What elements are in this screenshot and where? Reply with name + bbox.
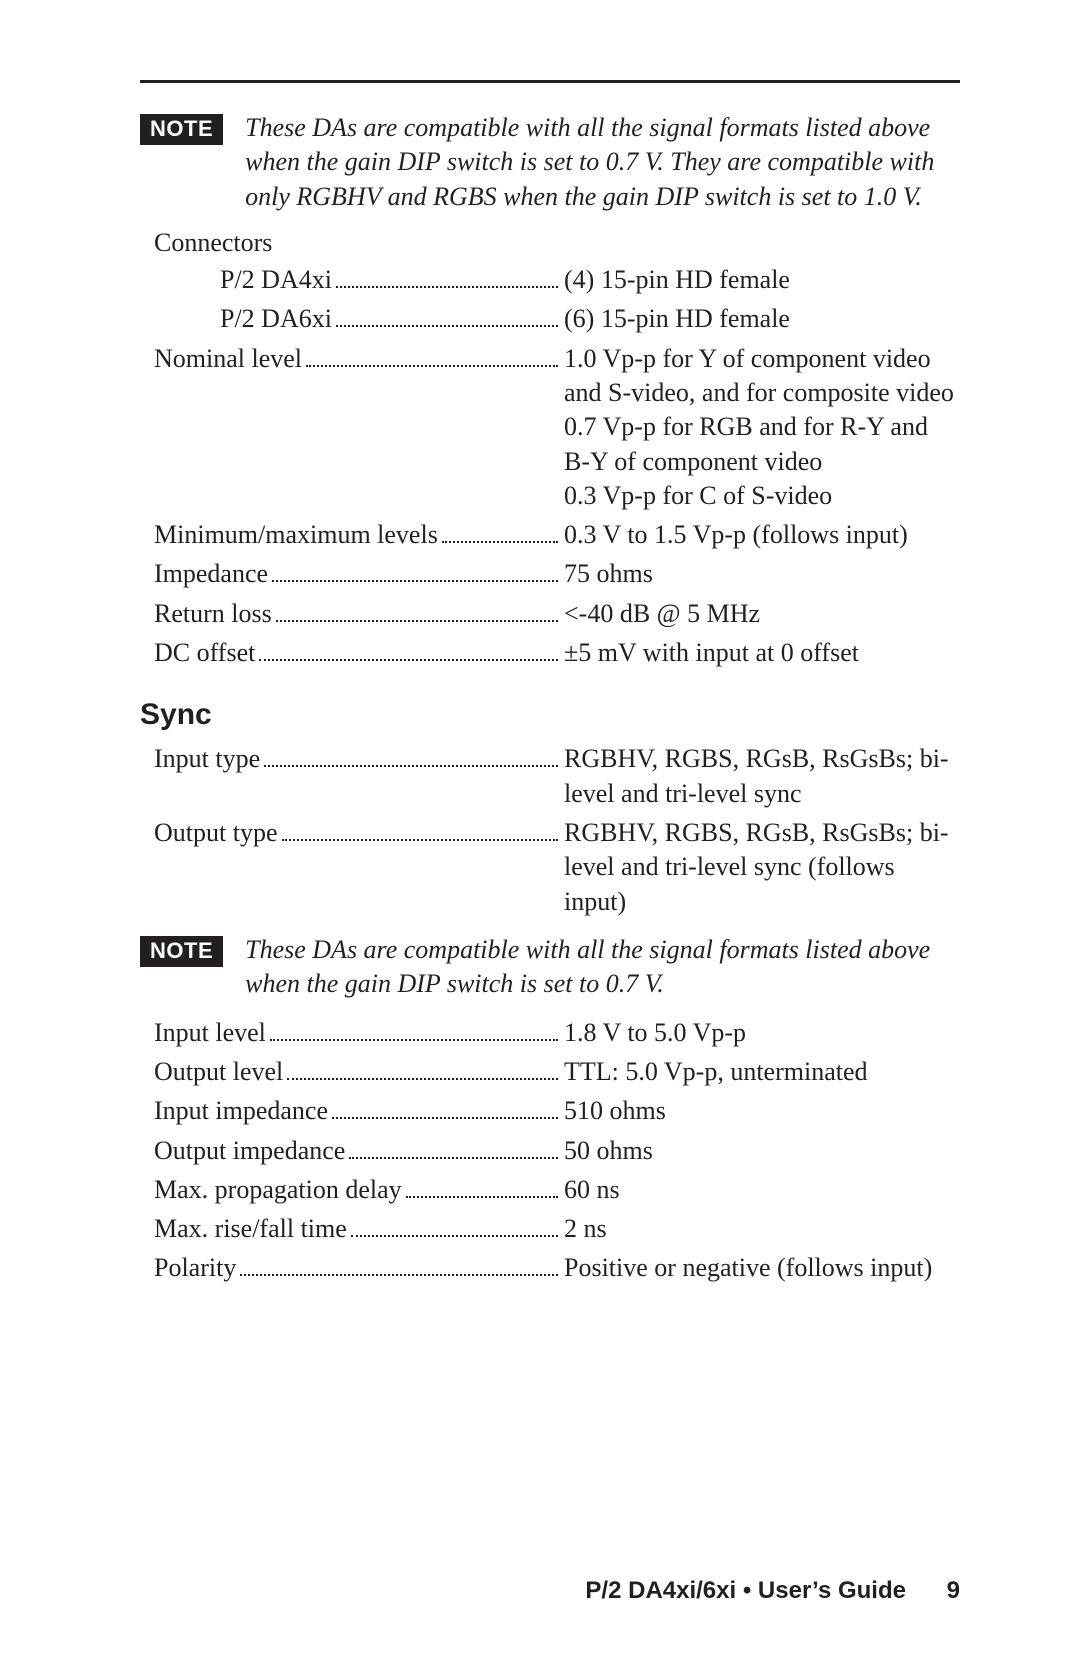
- spec-row: Minimum/maximum levels 0.3 V to 1.5 Vp-p…: [154, 518, 960, 552]
- spec-value: 2 ns: [564, 1212, 960, 1246]
- note-block-1: NOTE These DAs are compatible with all t…: [140, 111, 960, 214]
- spec-row: Input level 1.8 V to 5.0 Vp-p: [154, 1016, 960, 1050]
- leader-dots: [240, 1258, 558, 1277]
- note-block-2: NOTE These DAs are compatible with all t…: [140, 933, 960, 1002]
- spec-row: Input impedance 510 ohms: [154, 1094, 960, 1128]
- section-title-sync: Sync: [140, 698, 960, 732]
- spec-value: <-40 dB @ 5 MHz: [564, 597, 960, 631]
- footer-title: P/2 DA4xi/6xi • User’s Guide: [585, 1577, 906, 1604]
- leader-dots: [349, 1140, 558, 1159]
- spec-value: TTL: 5.0 Vp-p, unterminated: [564, 1055, 960, 1089]
- spec-value: (6) 15-pin HD female: [564, 302, 960, 336]
- leader-dots: [306, 348, 558, 367]
- leader-dots: [332, 1100, 558, 1119]
- leader-dots: [276, 603, 558, 622]
- leader-dots: [272, 564, 558, 583]
- spec-value: 1.8 V to 5.0 Vp-p: [564, 1016, 960, 1050]
- spec-label: Impedance: [154, 557, 268, 591]
- page-footer: P/2 DA4xi/6xi • User’s Guide 9: [585, 1577, 960, 1605]
- spec-row: Max. rise/fall time 2 ns: [154, 1212, 960, 1246]
- note-badge: NOTE: [140, 114, 223, 145]
- spec-label: P/2 DA4xi: [220, 263, 332, 297]
- spec-label: Nominal level: [154, 342, 302, 376]
- note-badge: NOTE: [140, 936, 223, 967]
- spec-value: Positive or negative (follows input): [564, 1251, 960, 1285]
- spec-value: 1.0 Vp-p for Y of component video and S-…: [564, 342, 960, 514]
- spec-row: Nominal level 1.0 Vp-p for Y of componen…: [154, 342, 960, 514]
- leader-dots: [406, 1179, 558, 1198]
- leader-dots: [264, 748, 558, 767]
- spec-label: Polarity: [154, 1251, 236, 1285]
- spec-value: 0.3 V to 1.5 Vp-p (follows input): [564, 518, 960, 552]
- spec-label: Output impedance: [154, 1134, 345, 1168]
- spec-value: 60 ns: [564, 1173, 960, 1207]
- spec-label: Output type: [154, 816, 278, 850]
- leader-dots: [351, 1218, 558, 1237]
- footer-page-number: 9: [947, 1577, 960, 1604]
- spec-label: Minimum/maximum levels: [154, 518, 438, 552]
- sync-block-2: Input level 1.8 V to 5.0 Vp-p Output lev…: [140, 1016, 960, 1286]
- spec-label: Return loss: [154, 597, 272, 631]
- spec-label: Max. rise/fall time: [154, 1212, 347, 1246]
- spec-value: ±5 mV with input at 0 offset: [564, 636, 960, 670]
- leader-dots: [270, 1022, 558, 1041]
- spec-value: 510 ohms: [564, 1094, 960, 1128]
- leader-dots: [336, 308, 558, 327]
- spec-row: Max. propagation delay 60 ns: [154, 1173, 960, 1207]
- spec-row: Input type RGBHV, RGBS, RGsB, RsGsBs; bi…: [154, 742, 960, 811]
- leader-dots: [287, 1061, 558, 1080]
- spec-value: RGBHV, RGBS, RGsB, RsGsBs; bi-level and …: [564, 742, 960, 811]
- note-text: These DAs are compatible with all the si…: [245, 111, 960, 214]
- spec-row: Impedance 75 ohms: [154, 557, 960, 591]
- note-text: These DAs are compatible with all the si…: [245, 933, 960, 1002]
- spec-value: (4) 15-pin HD female: [564, 263, 960, 297]
- leader-dots: [259, 642, 558, 661]
- spec-label: Input type: [154, 742, 260, 776]
- spec-value: 50 ohms: [564, 1134, 960, 1168]
- leader-dots: [282, 822, 559, 841]
- leader-dots: [336, 269, 558, 288]
- spec-label: P/2 DA6xi: [220, 302, 332, 336]
- spec-label: Max. propagation delay: [154, 1173, 402, 1207]
- connectors-block: Connectors P/2 DA4xi (4) 15-pin HD femal…: [140, 228, 960, 670]
- spec-value: RGBHV, RGBS, RGsB, RsGsBs; bi-level and …: [564, 816, 960, 919]
- sync-block-1: Input type RGBHV, RGBS, RGsB, RsGsBs; bi…: [140, 742, 960, 919]
- spec-label: DC offset: [154, 636, 255, 670]
- leader-dots: [442, 524, 558, 543]
- spec-row: P/2 DA6xi (6) 15-pin HD female: [220, 302, 960, 336]
- spec-value: 75 ohms: [564, 557, 960, 591]
- spec-row: P/2 DA4xi (4) 15-pin HD female: [220, 263, 960, 297]
- spec-row: Output impedance 50 ohms: [154, 1134, 960, 1168]
- spec-row: Output level TTL: 5.0 Vp-p, unterminated: [154, 1055, 960, 1089]
- spec-row: Output type RGBHV, RGBS, RGsB, RsGsBs; b…: [154, 816, 960, 919]
- spec-row: Polarity Positive or negative (follows i…: [154, 1251, 960, 1285]
- document-page: NOTE These DAs are compatible with all t…: [0, 0, 1080, 1669]
- top-rule: [140, 80, 960, 83]
- spec-row: DC offset ±5 mV with input at 0 offset: [154, 636, 960, 670]
- spec-row: Return loss <-40 dB @ 5 MHz: [154, 597, 960, 631]
- spec-label: Input impedance: [154, 1094, 328, 1128]
- spec-label: Output level: [154, 1055, 283, 1089]
- connectors-heading: Connectors: [154, 228, 960, 258]
- spec-label: Input level: [154, 1016, 266, 1050]
